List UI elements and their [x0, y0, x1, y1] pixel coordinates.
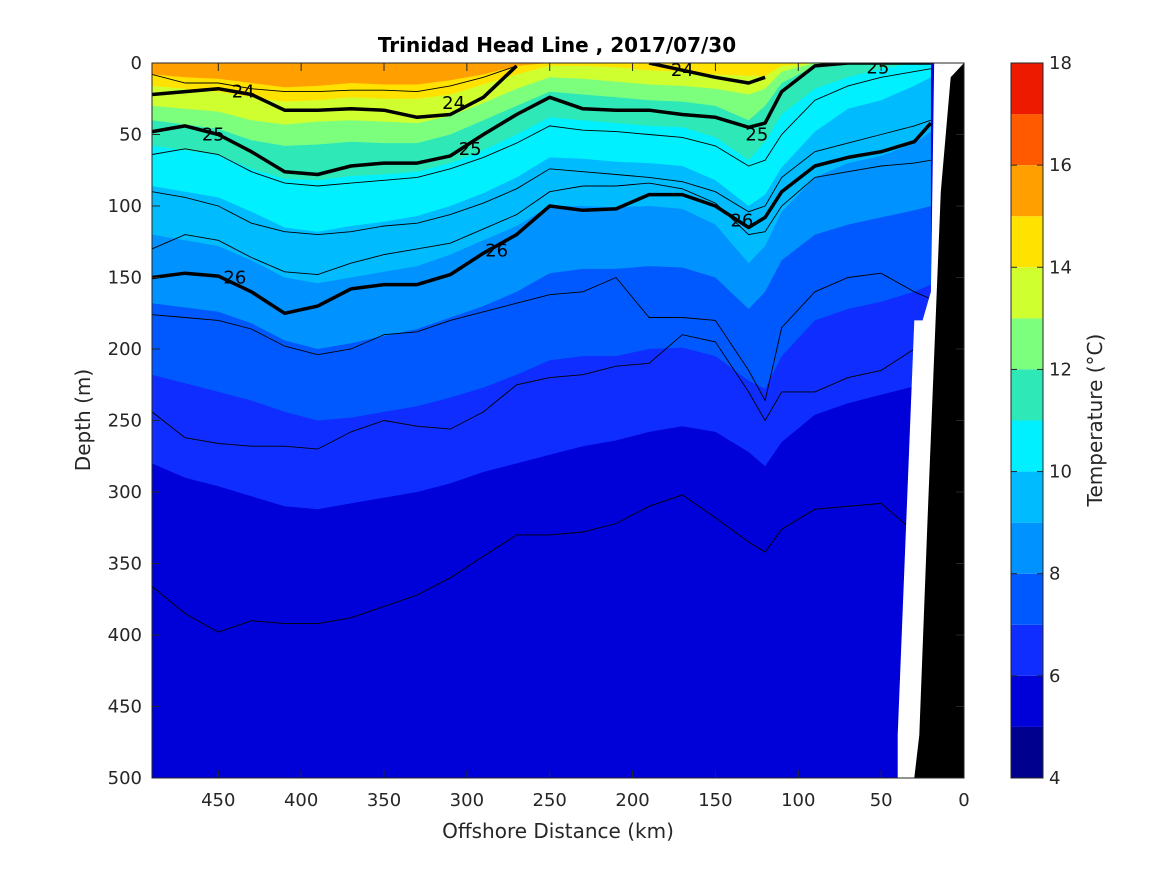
- thin-contour-5: [152, 334, 931, 450]
- colorbar-frame: [1010, 62, 1044, 779]
- thin-contour-3: [152, 159, 931, 276]
- x-tick-label: 450: [201, 790, 235, 811]
- density-label-text: 25: [202, 125, 225, 146]
- y-axis-ticks: 0 50 100 150 200 250 300 350 400 450 500: [108, 53, 964, 789]
- colorbar: [1011, 63, 1043, 778]
- thin-contour-0: [152, 65, 517, 93]
- density-contour-label-24: 24: [232, 82, 255, 103]
- colorbar-segment: [1011, 420, 1043, 472]
- y-tick-label: 200: [108, 339, 142, 360]
- colorbar-segment: [1011, 63, 1043, 115]
- colorbar-segment: [1011, 369, 1043, 421]
- density-label-text: 24: [671, 60, 694, 81]
- thin-contour-layer: [152, 65, 932, 633]
- y-tick-label: 500: [108, 768, 142, 789]
- density-label-text: 26: [223, 268, 246, 289]
- y-tick-label: 400: [108, 625, 142, 646]
- plot-area: 24 24 24 25 25 25 25 26 26 26: [152, 57, 964, 778]
- density-label-text: 26: [730, 210, 753, 231]
- y-tick-label: 300: [108, 482, 142, 503]
- density-label-text: 24: [442, 93, 465, 114]
- temperature-band-15: [152, 63, 931, 88]
- colorbar-ticks: 4 6 8 10 12 14 16 18: [1011, 53, 1072, 789]
- thin-contour-6: [152, 494, 931, 633]
- x-tick-label: 150: [698, 790, 732, 811]
- colorbar-segment: [1011, 267, 1043, 319]
- x-tick-label: 250: [533, 790, 567, 811]
- chart-title: Trinidad Head Line , 2017/07/30: [378, 33, 736, 57]
- density-contour-25: [152, 63, 931, 177]
- density-contour-label-25: 25: [866, 57, 889, 78]
- density-contour-label-25: 25: [745, 125, 768, 146]
- colorbar-segment: [1011, 573, 1043, 625]
- x-tick-label: 300: [450, 790, 484, 811]
- thin-contour-1: [152, 68, 931, 187]
- bottom-mask-layer: [897, 63, 964, 778]
- density-label-text: 24: [232, 82, 255, 103]
- density-contour-label-25: 25: [202, 125, 225, 146]
- temperature-fill-layer: [152, 63, 964, 778]
- colorbar-tick-label: 10: [1049, 462, 1072, 483]
- y-tick-label: 450: [108, 697, 142, 718]
- density-contour-label-25: 25: [459, 139, 482, 160]
- x-tick-label: 50: [870, 790, 893, 811]
- colorbar-tick-label: 12: [1049, 359, 1072, 380]
- colorbar-segment: [1011, 114, 1043, 166]
- density-contour-label-26: 26: [223, 268, 246, 289]
- density-contour-24: [152, 63, 766, 120]
- colorbar-segment: [1011, 165, 1043, 217]
- colorbar-segment: [1011, 522, 1043, 574]
- colorbar-tick-label: 14: [1049, 257, 1072, 278]
- x-tick-label: 200: [615, 790, 649, 811]
- density-label-text: 25: [459, 139, 482, 160]
- x-tick-label: 100: [781, 790, 815, 811]
- x-tick-label: 400: [284, 790, 318, 811]
- x-tick-label: 0: [958, 790, 969, 811]
- colorbar-label: Temperature (°C): [1083, 334, 1107, 508]
- colorbar-tick-label: 6: [1049, 666, 1060, 687]
- colorbar-tick-label: 18: [1049, 53, 1072, 74]
- bathymetry-bottom: [914, 63, 964, 778]
- colorbar-segment: [1011, 471, 1043, 523]
- x-axis-ticks: 450 400 350 300 250 200 150 100 50 0: [201, 63, 970, 811]
- colorbar-segment: [1011, 726, 1043, 778]
- density-contour-label-24: 24: [442, 93, 465, 114]
- thin-contour-4: [152, 272, 932, 402]
- density-label-text: 26: [485, 240, 508, 261]
- density-label-layer: 24 24 24 25 25 25 25 26 26 26: [202, 57, 889, 289]
- thin-contour-2: [152, 119, 932, 236]
- density-contour-layer: [152, 63, 933, 316]
- colorbar-segment: [1011, 216, 1043, 268]
- y-tick-label: 0: [131, 53, 142, 74]
- x-axis-label: Offshore Distance (km): [442, 819, 674, 843]
- y-tick-label: 50: [119, 125, 142, 146]
- density-contour-label-26: 26: [485, 240, 508, 261]
- density-label-text: 25: [745, 125, 768, 146]
- y-tick-label: 100: [108, 196, 142, 217]
- y-tick-label: 150: [108, 268, 142, 289]
- density-contour-label-26: 26: [730, 210, 753, 231]
- y-axis-label: Depth (m): [71, 369, 95, 471]
- density-contour-label-24: 24: [671, 60, 694, 81]
- y-tick-label: 250: [108, 411, 142, 432]
- colorbar-segment: [1011, 318, 1043, 370]
- density-label-text: 25: [866, 57, 889, 78]
- y-tick-label: 350: [108, 554, 142, 575]
- colorbar-tick-label: 4: [1049, 768, 1060, 789]
- colorbar-segment: [1011, 624, 1043, 676]
- colorbar-tick-label: 8: [1049, 564, 1060, 585]
- density-contour-26: [152, 121, 933, 316]
- colorbar-tick-label: 16: [1049, 155, 1072, 176]
- colorbar-segment: [1011, 675, 1043, 727]
- x-tick-label: 350: [367, 790, 401, 811]
